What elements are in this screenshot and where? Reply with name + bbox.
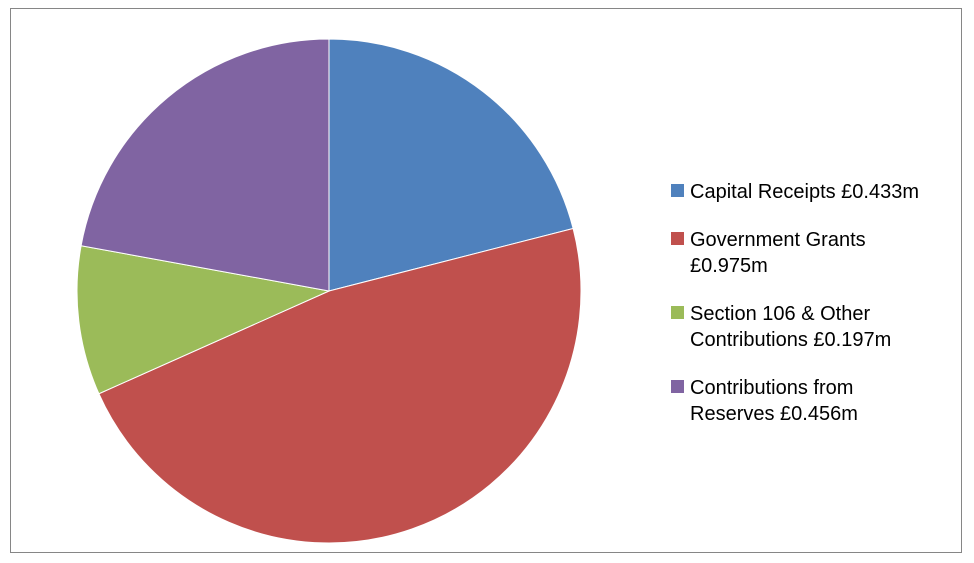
legend-label: Government Grants £0.975m (690, 229, 866, 277)
legend-item-government-grants: Government Grants £0.975m (671, 227, 941, 279)
legend-swatch (671, 184, 684, 197)
legend-label: Section 106 & Other Contributions £0.197… (690, 303, 892, 351)
legend-label: Contributions from Reserves £0.456m (690, 377, 858, 425)
legend-item-capital-receipts: Capital Receipts £0.433m (671, 179, 941, 205)
pie-slice-3 (80, 38, 330, 292)
pie-slice-0 (328, 38, 574, 292)
legend-label: Capital Receipts £0.433m (690, 181, 920, 203)
legend-swatch (671, 232, 684, 245)
legend-item-section-106: Section 106 & Other Contributions £0.197… (671, 301, 941, 353)
chart-area: Capital Receipts £0.433m Government Gran… (10, 8, 962, 553)
legend-swatch (671, 306, 684, 319)
pie-slice-1 (98, 227, 582, 544)
pie-slice-2 (76, 245, 331, 395)
legend-swatch (671, 380, 684, 393)
legend-item-reserves: Contributions from Reserves £0.456m (671, 375, 941, 427)
legend: Capital Receipts £0.433m Government Gran… (671, 179, 941, 449)
pie-chart (76, 38, 582, 544)
